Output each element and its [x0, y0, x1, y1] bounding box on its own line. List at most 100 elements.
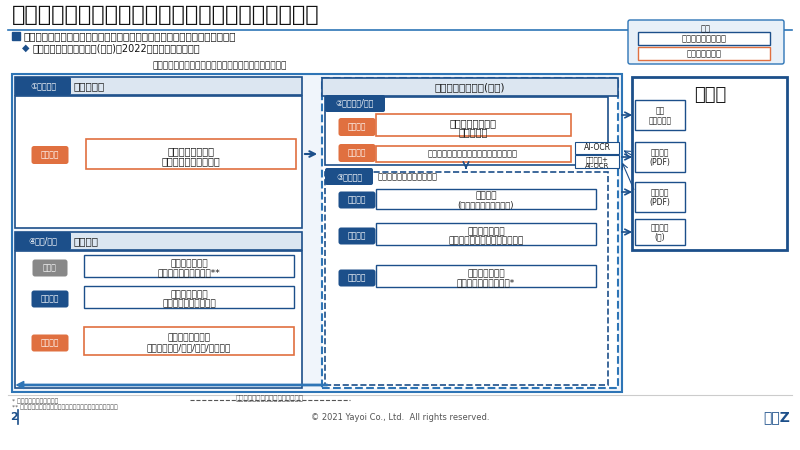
- Text: 送付・受領: 送付・受領: [458, 127, 488, 137]
- FancyBboxPatch shape: [325, 168, 373, 185]
- Bar: [12, 32, 20, 40]
- Text: ②証憑送付/受領: ②証憑送付/受領: [336, 99, 374, 108]
- Text: ①証憑発行: ①証憑発行: [30, 81, 56, 90]
- FancyBboxPatch shape: [628, 20, 784, 64]
- Text: インボイス: インボイス: [649, 117, 671, 126]
- FancyBboxPatch shape: [575, 142, 619, 154]
- Text: ** 弥生会計オンラインは「その他の電子帳簿保存」のみ対応: ** 弥生会計オンラインは「その他の電子帳簿保存」のみ対応: [12, 404, 118, 410]
- FancyBboxPatch shape: [338, 192, 375, 208]
- FancyBboxPatch shape: [31, 334, 69, 351]
- Text: (PDF): (PDF): [650, 198, 670, 207]
- Text: 国税関係書類の: 国税関係書類の: [467, 270, 505, 279]
- Text: 対応した仕訳/記帳/帳票/帳簿保存: 対応した仕訳/記帳/帳票/帳簿保存: [147, 343, 231, 352]
- Text: ③証憑保存: ③証憑保存: [336, 172, 362, 181]
- Text: 弥生製品はインボイス制度・電子帳簿保存法に対応: 弥生製品はインボイス制度・電子帳簿保存法に対応: [12, 5, 320, 25]
- FancyBboxPatch shape: [86, 139, 296, 169]
- FancyBboxPatch shape: [635, 219, 685, 245]
- Text: 電磁的記録による保存**: 電磁的記録による保存**: [158, 269, 220, 278]
- FancyBboxPatch shape: [31, 291, 69, 307]
- FancyBboxPatch shape: [338, 228, 375, 244]
- Text: 対応予定: 対応予定: [348, 274, 366, 283]
- Text: 国税関係帳簿の: 国税関係帳簿の: [170, 260, 208, 269]
- Text: 取引先: 取引先: [694, 86, 726, 104]
- Text: 電磁的記録による保存: 電磁的記録による保存: [162, 300, 216, 309]
- Text: 対応予定: 対応予定: [41, 150, 59, 159]
- Text: 電子: 電子: [655, 106, 665, 115]
- Text: 電帳法・インボイスを中心とした業務デジタル化の仕組: 電帳法・インボイスを中心とした業務デジタル化の仕組: [153, 62, 287, 71]
- Text: (取引情報の電磁的記録): (取引情報の電磁的記録): [458, 201, 514, 210]
- FancyBboxPatch shape: [322, 78, 618, 388]
- Text: 対応済: 対応済: [43, 264, 57, 273]
- Text: 対応予定: 対応予定: [41, 338, 59, 347]
- FancyBboxPatch shape: [15, 96, 302, 228]
- Text: 対応予定: 対応予定: [348, 195, 366, 204]
- Text: デジタルデータを利用して自動仕訳: デジタルデータを利用して自動仕訳: [236, 395, 304, 401]
- Text: 対応予定: 対応予定: [348, 231, 366, 240]
- FancyBboxPatch shape: [33, 260, 67, 276]
- Text: 凡例: 凡例: [701, 24, 711, 33]
- FancyBboxPatch shape: [635, 182, 685, 212]
- Text: 対応予定: 対応予定: [348, 148, 366, 157]
- FancyBboxPatch shape: [376, 265, 596, 287]
- Text: AI-OCR: AI-OCR: [583, 144, 610, 153]
- Text: スキャン+: スキャン+: [586, 157, 609, 163]
- Text: 請求書他: 請求書他: [650, 188, 670, 197]
- Text: 新たに証憑管理サービス(仮称)を2022年春にリリース予定: 新たに証憑管理サービス(仮称)を2022年春にリリース予定: [33, 43, 201, 53]
- Text: 対応予定: 対応予定: [348, 122, 366, 131]
- Text: インボイス制度・電子帳簿保存法に対応した、業務デジタル化の仕組を提供: インボイス制度・電子帳簿保存法に対応した、業務デジタル化の仕組を提供: [24, 31, 237, 41]
- FancyBboxPatch shape: [322, 78, 618, 96]
- Text: ④仕訳/記帳: ④仕訳/記帳: [29, 237, 58, 246]
- FancyBboxPatch shape: [325, 172, 608, 385]
- FancyBboxPatch shape: [338, 118, 375, 136]
- Text: 電子帳簿保存法対応: 電子帳簿保存法対応: [682, 35, 726, 44]
- Text: © 2021 Yayoi Co., Ltd.  All rights reserved.: © 2021 Yayoi Co., Ltd. All rights reserv…: [310, 413, 490, 422]
- FancyBboxPatch shape: [376, 223, 596, 245]
- Text: デジタルデータとして保管: デジタルデータとして保管: [378, 172, 438, 181]
- Text: 弥生Z: 弥生Z: [763, 410, 790, 424]
- FancyBboxPatch shape: [376, 189, 596, 209]
- Text: ◆: ◆: [22, 43, 30, 53]
- FancyBboxPatch shape: [638, 32, 770, 45]
- Text: 電磁的記録によるスキャナ保存: 電磁的記録によるスキャナ保存: [448, 237, 524, 246]
- FancyBboxPatch shape: [15, 232, 71, 250]
- Text: 対応予定: 対応予定: [41, 294, 59, 303]
- Text: 電磁的記録による保存*: 電磁的記録による保存*: [457, 279, 515, 288]
- FancyBboxPatch shape: [338, 270, 375, 287]
- Text: インボイスを含む取引書類の送付・受領: インボイスを含む取引書類の送付・受領: [428, 149, 518, 158]
- FancyBboxPatch shape: [12, 74, 622, 392]
- Text: 国税関係書類の: 国税関係書類の: [170, 291, 208, 300]
- Text: 電子インボイスの: 電子インボイスの: [450, 118, 497, 128]
- FancyBboxPatch shape: [84, 286, 294, 308]
- Text: 電子インボイスの発行: 電子インボイスの発行: [162, 156, 220, 166]
- FancyBboxPatch shape: [635, 100, 685, 130]
- Text: 適格請求書の発行: 適格請求書の発行: [167, 146, 214, 156]
- FancyBboxPatch shape: [84, 255, 294, 277]
- FancyArrowPatch shape: [17, 382, 327, 388]
- Text: 2: 2: [10, 412, 18, 422]
- Text: 会計製品: 会計製品: [74, 236, 99, 246]
- Text: (PDF): (PDF): [650, 158, 670, 167]
- FancyBboxPatch shape: [325, 97, 608, 165]
- Text: 電子取引: 電子取引: [475, 192, 497, 201]
- FancyBboxPatch shape: [325, 95, 385, 112]
- Text: (紙): (紙): [654, 233, 666, 242]
- FancyBboxPatch shape: [15, 232, 302, 250]
- FancyBboxPatch shape: [632, 77, 787, 250]
- FancyBboxPatch shape: [15, 77, 302, 95]
- FancyBboxPatch shape: [15, 251, 302, 388]
- Text: * 自社発行証憑の控え保存: * 自社発行証憑の控え保存: [12, 398, 58, 404]
- Text: インボイス対応: インボイス対応: [686, 50, 722, 58]
- FancyBboxPatch shape: [635, 142, 685, 172]
- Text: 請求書他: 請求書他: [650, 224, 670, 233]
- Text: 商取引製品: 商取引製品: [74, 81, 106, 91]
- Text: 国税関係書類の: 国税関係書類の: [467, 228, 505, 237]
- FancyBboxPatch shape: [31, 146, 69, 164]
- Text: AI-OCR: AI-OCR: [585, 163, 609, 169]
- FancyBboxPatch shape: [376, 146, 571, 162]
- FancyBboxPatch shape: [376, 114, 571, 136]
- Text: インボイス制度に: インボイス制度に: [167, 333, 210, 342]
- FancyBboxPatch shape: [638, 47, 770, 60]
- FancyBboxPatch shape: [15, 77, 71, 95]
- FancyBboxPatch shape: [338, 144, 375, 162]
- Text: 証憑管理サービス(仮称): 証憑管理サービス(仮称): [434, 82, 506, 92]
